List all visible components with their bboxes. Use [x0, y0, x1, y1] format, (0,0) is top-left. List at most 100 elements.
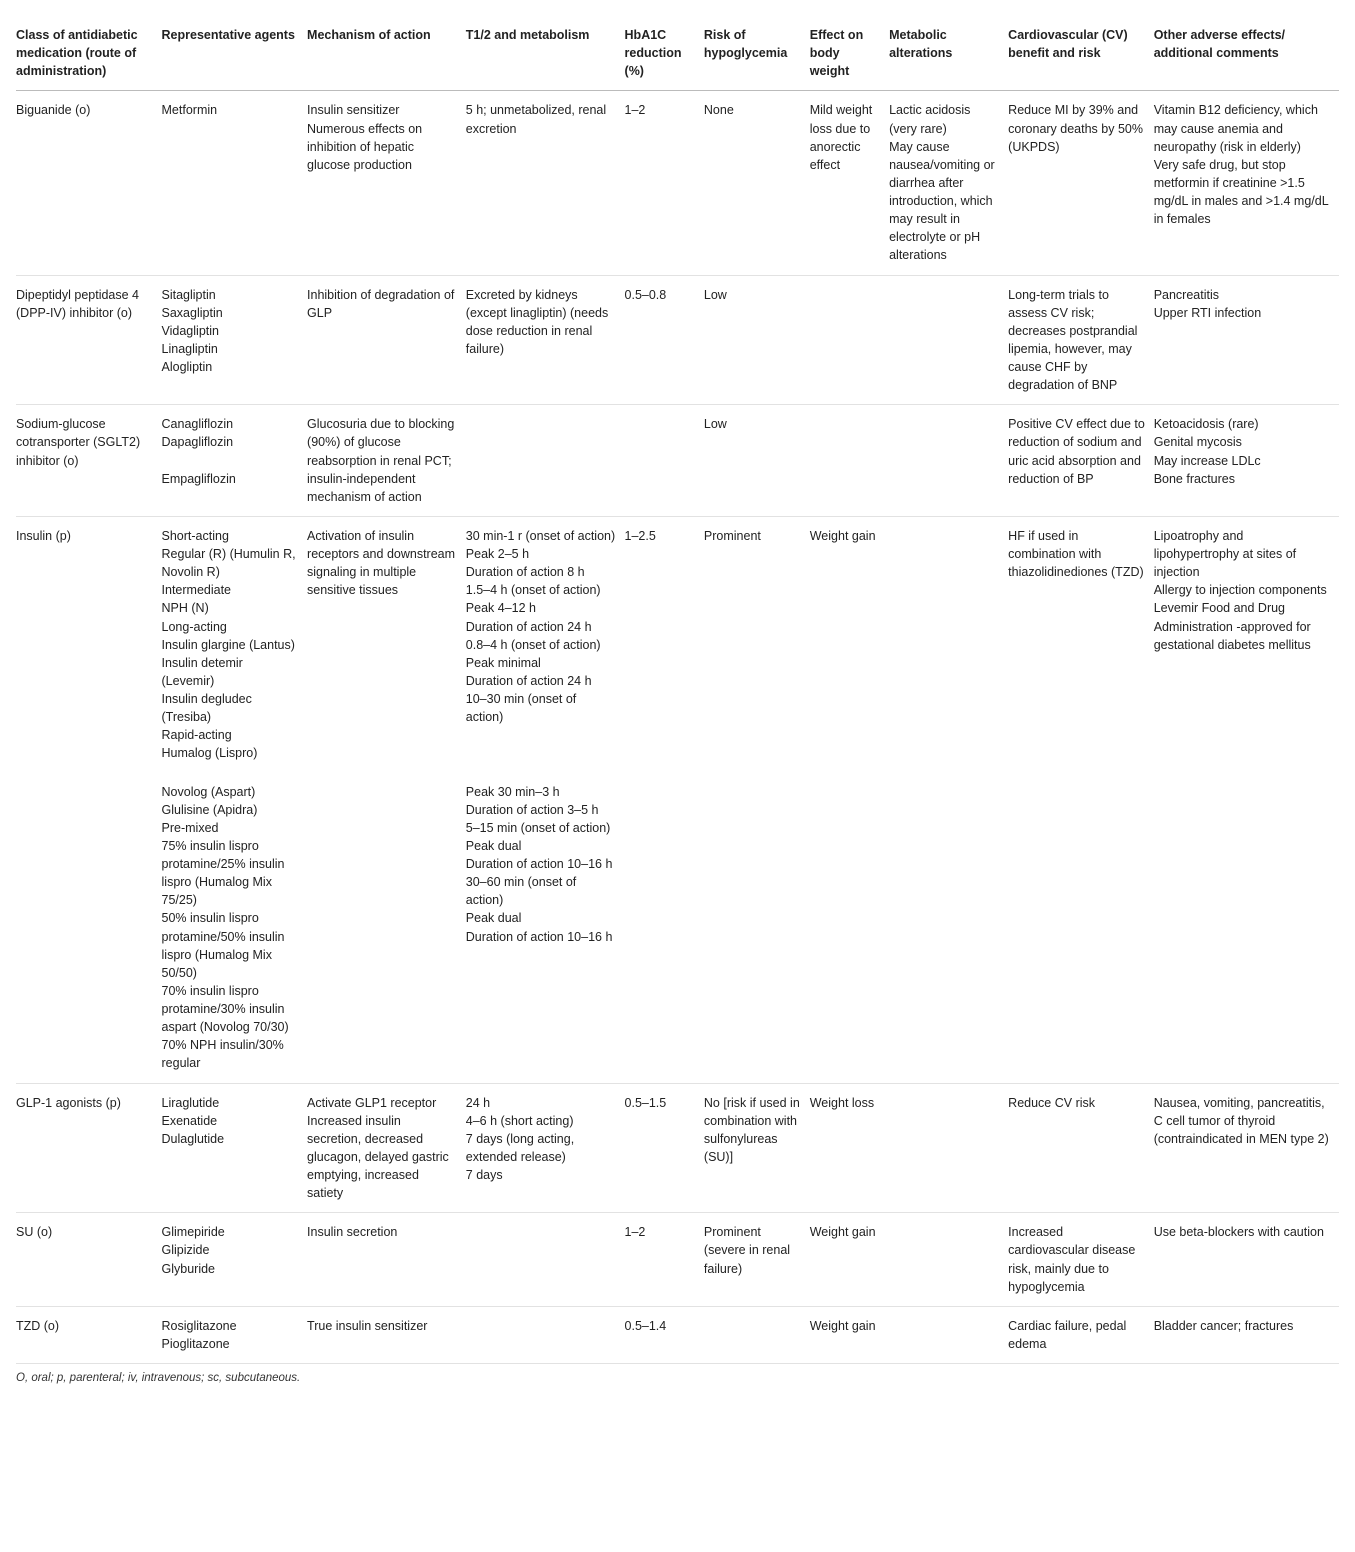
table-cell: Prominent (severe in renal failure) [704, 1213, 810, 1307]
column-header: Cardiovascular (CV) benefit and risk [1008, 16, 1154, 91]
table-cell: Cardiac failure, pedal edema [1008, 1306, 1154, 1363]
table-row: Sodium-glucose cotransporter (SGLT2) inh… [16, 405, 1339, 517]
table-cell [889, 773, 1008, 1084]
table-cell: Sitagliptin Saxagliptin Vidagliptin Lina… [162, 275, 308, 405]
column-header: Risk of hypoglycemia [704, 16, 810, 91]
table-cell: Excreted by kidneys (except linagliptin)… [466, 275, 625, 405]
table-cell: Dipeptidyl peptidase 4 (DPP-IV) inhibito… [16, 275, 162, 405]
table-cell [810, 275, 889, 405]
column-header: Other adverse effects/ additional commen… [1154, 16, 1339, 91]
table-cell [625, 405, 704, 517]
table-cell: 5 h; unmetabolized, renal excretion [466, 91, 625, 275]
table-cell [704, 773, 810, 1084]
table-cell [1008, 773, 1154, 1084]
table-cell: Lactic acidosis (very rare) May cause na… [889, 91, 1008, 275]
table-cell: TZD (o) [16, 1306, 162, 1363]
table-row: Novolog (Aspart) Glulisine (Apidra) Pre-… [16, 773, 1339, 1084]
column-header: Representative agents [162, 16, 308, 91]
table-cell: Biguanide (o) [16, 91, 162, 275]
table-cell: Reduce MI by 39% and coronary deaths by … [1008, 91, 1154, 275]
table-cell: Bladder cancer; fractures [1154, 1306, 1339, 1363]
table-cell [466, 1213, 625, 1307]
table-cell: Peak 30 min–3 h Duration of action 3–5 h… [466, 773, 625, 1084]
table-cell: Long-term trials to assess CV risk; decr… [1008, 275, 1154, 405]
table-cell [466, 405, 625, 517]
table-cell: No [risk if used in combination with sul… [704, 1083, 810, 1213]
table-cell: 1–2.5 [625, 516, 704, 772]
table-cell: Short-acting Regular (R) (Humulin R, Nov… [162, 516, 308, 772]
table-cell [889, 1083, 1008, 1213]
table-cell: Increased cardiovascular disease risk, m… [1008, 1213, 1154, 1307]
table-footnote: O, oral; p, parenteral; iv, intravenous;… [16, 1364, 1339, 1387]
table-cell: 1–2 [625, 91, 704, 275]
table-cell: Weight gain [810, 1213, 889, 1307]
table-row: Biguanide (o)MetforminInsulin sensitizer… [16, 91, 1339, 275]
table-cell: Novolog (Aspart) Glulisine (Apidra) Pre-… [162, 773, 308, 1084]
table-cell: Metformin [162, 91, 308, 275]
antidiabetic-medication-table: Class of antidiabetic medication (route … [16, 16, 1339, 1364]
column-header: T1/2 and metabolism [466, 16, 625, 91]
table-cell [889, 1306, 1008, 1363]
column-header: Mechanism of action [307, 16, 466, 91]
table-cell: Mild weight loss due to anorectic effect [810, 91, 889, 275]
table-cell: Rosiglitazone Pioglitazone [162, 1306, 308, 1363]
table-row: GLP-1 agonists (p)Liraglutide Exenatide … [16, 1083, 1339, 1213]
column-header: Metabolic alterations [889, 16, 1008, 91]
table-cell: 1–2 [625, 1213, 704, 1307]
column-header: Effect on body weight [810, 16, 889, 91]
table-cell [889, 405, 1008, 517]
table-cell: Activate GLP1 receptor Increased insulin… [307, 1083, 466, 1213]
table-cell: Low [704, 275, 810, 405]
table-cell: Insulin secretion [307, 1213, 466, 1307]
table-header-row: Class of antidiabetic medication (route … [16, 16, 1339, 91]
table-cell: Activation of insulin receptors and down… [307, 516, 466, 772]
table-cell [307, 773, 466, 1084]
table-cell [704, 1306, 810, 1363]
table-cell [810, 405, 889, 517]
table-cell: Insulin (p) [16, 516, 162, 772]
table-cell: Pancreatitis Upper RTI infection [1154, 275, 1339, 405]
column-header: Class of antidiabetic medication (route … [16, 16, 162, 91]
table-cell: HF if used in combination with thiazolid… [1008, 516, 1154, 772]
table-cell: None [704, 91, 810, 275]
table-cell: 0.5–1.5 [625, 1083, 704, 1213]
table-cell [889, 1213, 1008, 1307]
table-cell: Prominent [704, 516, 810, 772]
table-cell: Canagliflozin Dapagliflozin Empagliflozi… [162, 405, 308, 517]
table-cell: Use beta-blockers with caution [1154, 1213, 1339, 1307]
table-cell: Positive CV effect due to reduction of s… [1008, 405, 1154, 517]
table-cell [625, 773, 704, 1084]
table-cell: Glimepiride Glipizide Glyburide [162, 1213, 308, 1307]
table-cell: 24 h 4–6 h (short acting) 7 days (long a… [466, 1083, 625, 1213]
table-cell: Reduce CV risk [1008, 1083, 1154, 1213]
table-cell: Nausea, vomiting, pancreatitis, C cell t… [1154, 1083, 1339, 1213]
table-cell: Inhibition of degradation of GLP [307, 275, 466, 405]
table-cell: Weight gain [810, 1306, 889, 1363]
table-cell: Weight gain [810, 516, 889, 772]
table-row: Insulin (p)Short-acting Regular (R) (Hum… [16, 516, 1339, 772]
table-cell: Vitamin B12 deficiency, which may cause … [1154, 91, 1339, 275]
table-cell: Sodium-glucose cotransporter (SGLT2) inh… [16, 405, 162, 517]
table-cell: 30 min-1 r (onset of action) Peak 2–5 h … [466, 516, 625, 772]
table-cell: True insulin sensitizer [307, 1306, 466, 1363]
table-cell: Insulin sensitizer Numerous effects on i… [307, 91, 466, 275]
table-cell [16, 773, 162, 1084]
table-cell: Weight loss [810, 1083, 889, 1213]
table-cell [466, 1306, 625, 1363]
table-cell: Lipoatrophy and lipohypertrophy at sites… [1154, 516, 1339, 772]
table-row: TZD (o)Rosiglitazone PioglitazoneTrue in… [16, 1306, 1339, 1363]
table-cell: SU (o) [16, 1213, 162, 1307]
table-row: SU (o)Glimepiride Glipizide GlyburideIns… [16, 1213, 1339, 1307]
table-cell: Ketoacidosis (rare) Genital mycosis May … [1154, 405, 1339, 517]
table-cell: Glucosuria due to blocking (90%) of gluc… [307, 405, 466, 517]
table-cell [1154, 773, 1339, 1084]
table-cell [889, 275, 1008, 405]
table-row: Dipeptidyl peptidase 4 (DPP-IV) inhibito… [16, 275, 1339, 405]
table-cell: GLP-1 agonists (p) [16, 1083, 162, 1213]
table-cell: Liraglutide Exenatide Dulaglutide [162, 1083, 308, 1213]
table-cell [810, 773, 889, 1084]
column-header: HbA1C reduction (%) [625, 16, 704, 91]
table-cell: Low [704, 405, 810, 517]
table-cell: 0.5–1.4 [625, 1306, 704, 1363]
table-cell [889, 516, 1008, 772]
